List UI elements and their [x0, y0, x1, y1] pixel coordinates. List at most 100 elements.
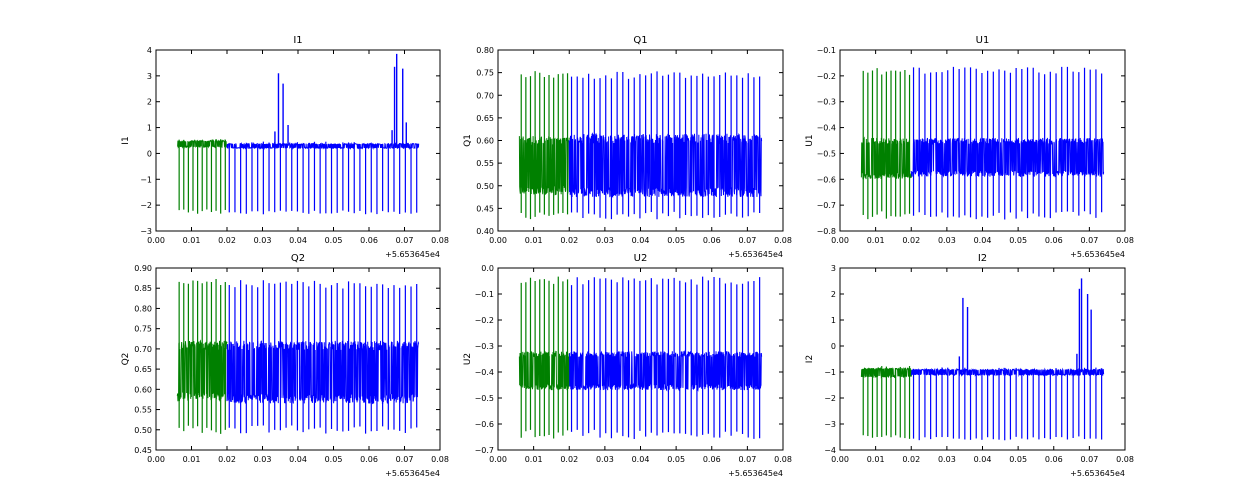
y-tick-label: 0.85: [134, 284, 152, 293]
y-axis-label: U1: [805, 134, 815, 146]
x-tick-label: 0.05: [667, 236, 685, 245]
series-2-line: [226, 141, 420, 150]
y-tick-label: 4: [147, 46, 152, 55]
y-tick-label: 0.90: [134, 264, 152, 273]
x-tick-label: 0.01: [867, 455, 885, 464]
x-tick-label: 0.03: [254, 455, 272, 464]
subplot-q1: 0.00 0.01 0.02 0.03 0.04 0.05 0.06 0.07 0.08 0.40…: [463, 35, 792, 259]
y-tick-label: −0.5: [475, 394, 494, 403]
x-offset-label: +5.653645e4: [728, 469, 783, 478]
y-tick-label: 3: [831, 264, 836, 273]
y-tick-label: −2: [140, 201, 152, 210]
subplot-u2: 0.00 0.01 0.02 0.03 0.04 0.05 0.06 0.07 0.08 −0.7…: [463, 253, 792, 478]
subplot-q2: 0.00 0.01 0.02 0.03 0.04 0.05 0.06 0.07 0.08 0.45…: [121, 253, 449, 478]
y-tick-label: 0.75: [476, 69, 494, 78]
x-tick-label: 0.04: [632, 236, 650, 245]
x-tick-label: 0.05: [1009, 455, 1027, 464]
x-tick-label: 0.02: [560, 236, 578, 245]
y-tick-label: 0.65: [134, 365, 152, 374]
plot-area: [860, 278, 1105, 441]
y-tick-label: 0.70: [134, 345, 152, 354]
x-tick-label: 0.02: [218, 236, 236, 245]
x-tick-label: 0.00: [147, 455, 165, 464]
y-tick-label: 3: [147, 72, 152, 81]
y-tick-label: −0.6: [475, 420, 494, 429]
y-axis-label: Q2: [121, 353, 131, 366]
y-tick-label: 0.55: [476, 159, 494, 168]
y-tick-label: −0.1: [817, 46, 836, 55]
x-tick-label: 0.02: [218, 455, 236, 464]
y-tick-label: 0.70: [476, 91, 494, 100]
y-tick-label: −0.4: [475, 368, 494, 377]
x-tick-label: 0.05: [325, 236, 343, 245]
y-tick-label: 0: [831, 342, 836, 351]
x-tick-label: 0.01: [867, 236, 885, 245]
series-2-line: [910, 137, 1105, 178]
x-tick-label: 0.06: [360, 455, 378, 464]
x-tick-label: 0.00: [831, 236, 849, 245]
y-tick-label: −0.1: [475, 290, 494, 299]
subplot-u1: 0.00 0.01 0.02 0.03 0.04 0.05 0.06 0.07 0.08 −0.8…: [805, 35, 1134, 259]
y-tick-label: 0.50: [134, 426, 152, 435]
x-tick-label: 0.06: [703, 455, 721, 464]
plot-area: [176, 279, 420, 434]
subplot-title: Q1: [633, 35, 647, 46]
subplot-title: I2: [978, 253, 987, 264]
y-tick-label: −0.8: [817, 227, 836, 236]
y-tick-label: −1: [824, 368, 836, 377]
x-tick-label: 0.04: [974, 236, 992, 245]
subplot-title: Q2: [291, 253, 305, 264]
x-tick-label: 0.03: [938, 236, 956, 245]
x-tick-label: 0.08: [774, 236, 792, 245]
series-2-line: [568, 350, 763, 392]
y-tick-label: 0.0: [481, 264, 494, 273]
x-tick-label: 0.08: [774, 455, 792, 464]
y-tick-label: −1: [140, 175, 152, 184]
x-tick-label: 0.08: [431, 236, 449, 245]
y-tick-label: −4: [824, 446, 836, 455]
x-tick-label: 0.06: [360, 236, 378, 245]
x-tick-label: 0.08: [1116, 236, 1134, 245]
x-tick-label: 0.06: [703, 236, 721, 245]
x-tick-label: 0.05: [325, 455, 343, 464]
y-tick-label: 0.65: [476, 114, 494, 123]
y-axis-label: I2: [805, 355, 815, 363]
y-tick-label: −0.3: [475, 342, 494, 351]
subplot-i2: 0.00 0.01 0.02 0.03 0.04 0.05 0.06 0.07 0.08 −4 −3…: [805, 253, 1134, 478]
x-tick-label: 0.05: [1009, 236, 1027, 245]
x-tick-label: 0.07: [1080, 236, 1098, 245]
x-tick-label: 0.01: [183, 455, 201, 464]
y-tick-label: −3: [140, 227, 152, 236]
y-tick-label: −0.7: [817, 201, 836, 210]
x-tick-label: 0.05: [667, 455, 685, 464]
y-tick-label: −0.2: [817, 72, 836, 81]
x-tick-label: 0.00: [489, 455, 507, 464]
x-tick-label: 0.03: [596, 455, 614, 464]
y-tick-label: −0.2: [475, 316, 494, 325]
x-tick-label: 0.07: [738, 455, 756, 464]
y-axis-label: I1: [121, 136, 131, 144]
x-tick-label: 0.04: [289, 236, 307, 245]
x-offset-label: +5.653645e4: [385, 250, 440, 259]
y-tick-label: 0.50: [476, 182, 494, 191]
x-tick-label: 0.04: [632, 455, 650, 464]
y-tick-label: −0.3: [817, 98, 836, 107]
x-tick-label: 0.00: [489, 236, 507, 245]
x-tick-label: 0.08: [1116, 455, 1134, 464]
series-2-line: [226, 340, 420, 405]
x-tick-label: 0.03: [938, 455, 956, 464]
x-tick-label: 0.04: [289, 455, 307, 464]
y-tick-label: 0: [147, 149, 152, 158]
x-offset-label: +5.653645e4: [385, 469, 440, 478]
y-tick-label: 0.45: [134, 446, 152, 455]
x-tick-label: 0.00: [831, 455, 849, 464]
y-tick-label: 0.75: [134, 325, 152, 334]
subplot-title: I1: [293, 35, 302, 46]
x-tick-label: 0.01: [183, 236, 201, 245]
x-tick-label: 0.01: [525, 236, 543, 245]
y-tick-label: 2: [147, 98, 152, 107]
y-tick-label: 0.60: [476, 137, 494, 146]
y-tick-label: 0.60: [134, 385, 152, 394]
y-tick-label: 2: [831, 290, 836, 299]
